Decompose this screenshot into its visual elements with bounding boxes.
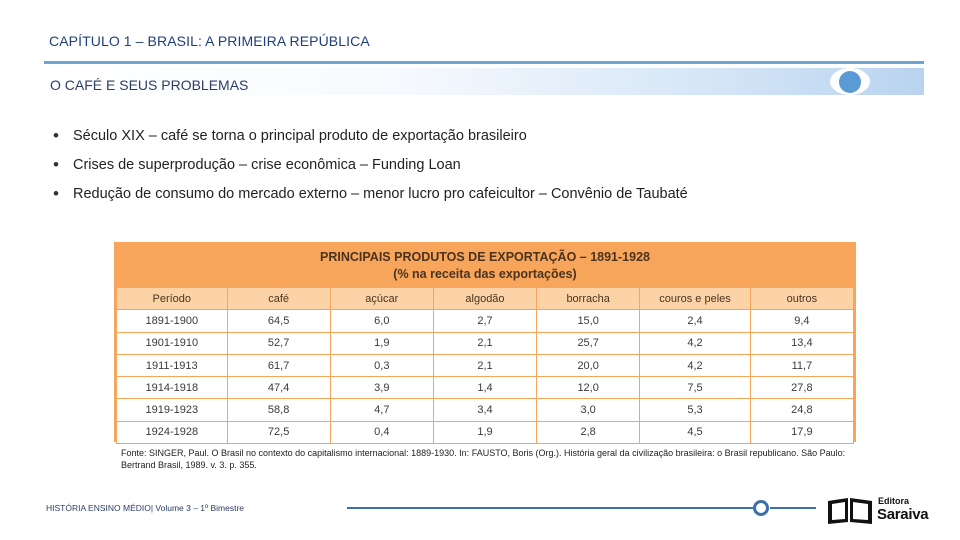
source-citation: Fonte: SINGER, Paul. O Brasil no context…	[121, 448, 846, 470]
column-header: algodão	[432, 286, 538, 311]
circle-icon	[830, 68, 870, 95]
table-cell: 1901-1910	[116, 331, 228, 355]
table-cell: 64,5	[226, 309, 331, 333]
table-cell: 61,7	[226, 353, 331, 378]
table-cell: 4,2	[639, 331, 751, 355]
table-cell: 2,7	[432, 309, 538, 333]
exports-table-panel: PRINCIPAIS PRODUTOS DE EXPORTAÇÃO – 1891…	[114, 242, 856, 445]
table-cell: 9,4	[749, 309, 855, 333]
publisher-logo: Editora Saraiva	[826, 495, 940, 527]
bullet-item: Século XIX – café se torna o principal p…	[53, 126, 688, 157]
table-cell: 4,2	[639, 353, 751, 378]
table-cell: 5,3	[639, 398, 751, 422]
column-header: outros	[749, 286, 855, 311]
book-icon	[828, 498, 872, 524]
table-heading: PRINCIPAIS PRODUTOS DE EXPORTAÇÃO – 1891…	[116, 244, 854, 287]
table-cell: 1919-1923	[116, 398, 228, 422]
table-cell: 4,7	[329, 398, 434, 422]
table-row: 1914-1918 47,4 3,9 1,4 12,0 7,5 27,8	[116, 376, 855, 400]
table-cell: 1911-1913	[116, 353, 228, 378]
table-cell: 2,4	[639, 309, 751, 333]
table-cell: 24,8	[749, 398, 855, 422]
table-cell: 25,7	[536, 331, 641, 355]
footer-circle-icon	[753, 500, 769, 516]
table-cell: 0,3	[329, 353, 434, 378]
footer-divider	[347, 507, 762, 509]
table-cell: 3,0	[536, 398, 641, 422]
table-cell: 27,8	[749, 376, 855, 400]
table-cell: 52,7	[226, 331, 331, 355]
table-cell: 2,8	[536, 420, 641, 445]
table-cell: 3,4	[432, 398, 538, 422]
chapter-title: CAPÍTULO 1 – BRASIL: A PRIMEIRA REPÚBLIC…	[49, 33, 370, 49]
top-divider	[44, 61, 924, 64]
table-cell: 58,8	[226, 398, 331, 422]
table-cell: 1,9	[432, 420, 538, 445]
section-title: O CAFÉ E SEUS PROBLEMAS	[50, 77, 249, 93]
table-cell: 0,4	[329, 420, 434, 445]
table-cell: 7,5	[639, 376, 751, 400]
table-cell: 12,0	[536, 376, 641, 400]
logo-text-small: Editora	[878, 496, 910, 506]
table-cell: 1,9	[329, 331, 434, 355]
table-cell: 6,0	[329, 309, 434, 333]
table-cell: 13,4	[749, 331, 855, 355]
column-header: açúcar	[329, 286, 434, 311]
column-header: café	[226, 286, 331, 311]
table-subtitle: (% na receita das exportações)	[393, 267, 577, 281]
table-row: 1911-1913 61,7 0,3 2,1 20,0 4,2 11,7	[116, 353, 855, 378]
table-cell: 2,1	[432, 331, 538, 355]
table-cell: 1891-1900	[116, 309, 228, 333]
bullet-item: Redução de consumo do mercado externo – …	[53, 184, 688, 215]
table-cell: 1914-1918	[116, 376, 228, 400]
table-cell: 15,0	[536, 309, 641, 333]
table-row: 1891-1900 64,5 6,0 2,7 15,0 2,4 9,4	[116, 309, 855, 333]
table-cell: 1,4	[432, 376, 538, 400]
table-cell: 1924-1928	[116, 420, 228, 445]
bullet-list: Século XIX – café se torna o principal p…	[53, 126, 688, 215]
section-band: O CAFÉ E SEUS PROBLEMAS	[44, 68, 924, 95]
table-title: PRINCIPAIS PRODUTOS DE EXPORTAÇÃO – 1891…	[320, 250, 650, 264]
table-cell: 3,9	[329, 376, 434, 400]
table-cell: 11,7	[749, 353, 855, 378]
table-cell: 17,9	[749, 420, 855, 445]
table-cell: 4,5	[639, 420, 751, 445]
table-cell: 47,4	[226, 376, 331, 400]
bullet-item: Crises de superprodução – crise econômic…	[53, 155, 688, 186]
exports-table: Período café açúcar algodão borracha cou…	[116, 286, 855, 445]
logo-text-big: Saraiva	[877, 506, 929, 523]
table-row: 1919-1923 58,8 4,7 3,4 3,0 5,3 24,8	[116, 398, 855, 422]
table-cell: 72,5	[226, 420, 331, 445]
footer-divider-end	[770, 507, 816, 509]
footer-text: HISTÓRIA ENSINO MÉDIO| Volume 3 – 1º Bim…	[46, 503, 245, 513]
table-row: 1924-1928 72,5 0,4 1,9 2,8 4,5 17,9	[116, 420, 855, 445]
table-row: 1901-1910 52,7 1,9 2,1 25,7 4,2 13,4	[116, 331, 855, 355]
column-header: borracha	[536, 286, 641, 311]
column-header: Período	[116, 286, 228, 311]
table-header-row: Período café açúcar algodão borracha cou…	[116, 286, 855, 311]
column-header: couros e peles	[639, 286, 751, 311]
table-cell: 2,1	[432, 353, 538, 378]
table-cell: 20,0	[536, 353, 641, 378]
